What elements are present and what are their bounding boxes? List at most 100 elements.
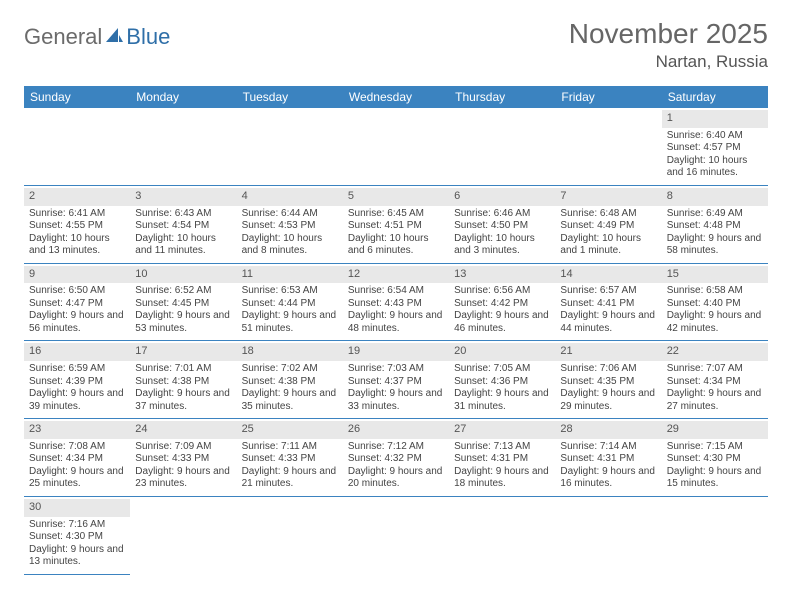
daylight-text: Daylight: 9 hours and 35 minutes. <box>242 388 338 413</box>
sunset-text: Sunset: 4:45 PM <box>135 298 231 311</box>
day-header: Thursday <box>449 86 555 108</box>
day-cell: 12Sunrise: 6:54 AMSunset: 4:43 PMDayligh… <box>343 263 449 341</box>
day-number: 4 <box>237 188 343 206</box>
daylight-text: Daylight: 9 hours and 25 minutes. <box>29 466 125 491</box>
day-number: 13 <box>449 266 555 284</box>
sunset-text: Sunset: 4:48 PM <box>667 220 763 233</box>
day-number: 11 <box>237 266 343 284</box>
day-cell: 3Sunrise: 6:43 AMSunset: 4:54 PMDaylight… <box>130 185 236 263</box>
week-row: 23Sunrise: 7:08 AMSunset: 4:34 PMDayligh… <box>24 419 768 497</box>
daylight-text: Daylight: 9 hours and 20 minutes. <box>348 466 444 491</box>
day-cell: 13Sunrise: 6:56 AMSunset: 4:42 PMDayligh… <box>449 263 555 341</box>
sunrise-text: Sunrise: 6:54 AM <box>348 285 444 298</box>
day-header: Friday <box>555 86 661 108</box>
day-number: 16 <box>24 343 130 361</box>
day-number: 8 <box>662 188 768 206</box>
day-number: 17 <box>130 343 236 361</box>
day-header: Saturday <box>662 86 768 108</box>
empty-cell <box>24 108 130 185</box>
day-cell: 7Sunrise: 6:48 AMSunset: 4:49 PMDaylight… <box>555 185 661 263</box>
sunset-text: Sunset: 4:43 PM <box>348 298 444 311</box>
sunset-text: Sunset: 4:50 PM <box>454 220 550 233</box>
day-number: 2 <box>24 188 130 206</box>
empty-cell <box>237 496 343 574</box>
daylight-text: Daylight: 9 hours and 31 minutes. <box>454 388 550 413</box>
daylight-text: Daylight: 9 hours and 15 minutes. <box>667 466 763 491</box>
location-label: Nartan, Russia <box>569 52 768 72</box>
day-cell: 1Sunrise: 6:40 AMSunset: 4:57 PMDaylight… <box>662 108 768 185</box>
page-title: November 2025 <box>569 18 768 50</box>
sunset-text: Sunset: 4:31 PM <box>560 453 656 466</box>
day-number: 3 <box>130 188 236 206</box>
day-cell: 16Sunrise: 6:59 AMSunset: 4:39 PMDayligh… <box>24 341 130 419</box>
day-header: Monday <box>130 86 236 108</box>
title-block: November 2025 Nartan, Russia <box>569 18 768 72</box>
day-number: 7 <box>555 188 661 206</box>
daylight-text: Daylight: 9 hours and 58 minutes. <box>667 233 763 258</box>
day-number: 19 <box>343 343 449 361</box>
empty-cell <box>555 496 661 574</box>
sunset-text: Sunset: 4:30 PM <box>29 531 125 544</box>
sunset-text: Sunset: 4:33 PM <box>242 453 338 466</box>
daylight-text: Daylight: 9 hours and 53 minutes. <box>135 310 231 335</box>
day-number: 23 <box>24 421 130 439</box>
sunset-text: Sunset: 4:55 PM <box>29 220 125 233</box>
sunrise-text: Sunrise: 6:56 AM <box>454 285 550 298</box>
sunset-text: Sunset: 4:42 PM <box>454 298 550 311</box>
day-cell: 2Sunrise: 6:41 AMSunset: 4:55 PMDaylight… <box>24 185 130 263</box>
sunrise-text: Sunrise: 7:14 AM <box>560 441 656 454</box>
day-number: 24 <box>130 421 236 439</box>
day-cell: 19Sunrise: 7:03 AMSunset: 4:37 PMDayligh… <box>343 341 449 419</box>
sunrise-text: Sunrise: 6:49 AM <box>667 208 763 221</box>
day-number: 5 <box>343 188 449 206</box>
day-cell: 5Sunrise: 6:45 AMSunset: 4:51 PMDaylight… <box>343 185 449 263</box>
empty-cell <box>449 496 555 574</box>
day-cell: 4Sunrise: 6:44 AMSunset: 4:53 PMDaylight… <box>237 185 343 263</box>
day-number: 30 <box>24 499 130 517</box>
day-number: 28 <box>555 421 661 439</box>
daylight-text: Daylight: 10 hours and 1 minute. <box>560 233 656 258</box>
empty-cell <box>555 108 661 185</box>
daylight-text: Daylight: 9 hours and 23 minutes. <box>135 466 231 491</box>
sunset-text: Sunset: 4:54 PM <box>135 220 231 233</box>
sunrise-text: Sunrise: 6:40 AM <box>667 130 763 143</box>
day-cell: 15Sunrise: 6:58 AMSunset: 4:40 PMDayligh… <box>662 263 768 341</box>
day-cell: 6Sunrise: 6:46 AMSunset: 4:50 PMDaylight… <box>449 185 555 263</box>
daylight-text: Daylight: 9 hours and 51 minutes. <box>242 310 338 335</box>
daylight-text: Daylight: 9 hours and 56 minutes. <box>29 310 125 335</box>
day-cell: 21Sunrise: 7:06 AMSunset: 4:35 PMDayligh… <box>555 341 661 419</box>
sunset-text: Sunset: 4:51 PM <box>348 220 444 233</box>
daylight-text: Daylight: 9 hours and 33 minutes. <box>348 388 444 413</box>
day-number: 15 <box>662 266 768 284</box>
sunrise-text: Sunrise: 6:52 AM <box>135 285 231 298</box>
page-header: General Blue November 2025 Nartan, Russi… <box>24 18 768 72</box>
daylight-text: Daylight: 9 hours and 13 minutes. <box>29 544 125 569</box>
daylight-text: Daylight: 10 hours and 3 minutes. <box>454 233 550 258</box>
sunset-text: Sunset: 4:34 PM <box>667 376 763 389</box>
sunset-text: Sunset: 4:35 PM <box>560 376 656 389</box>
daylight-text: Daylight: 10 hours and 8 minutes. <box>242 233 338 258</box>
daylight-text: Daylight: 9 hours and 48 minutes. <box>348 310 444 335</box>
sunrise-text: Sunrise: 7:08 AM <box>29 441 125 454</box>
sunrise-text: Sunrise: 7:12 AM <box>348 441 444 454</box>
week-row: 2Sunrise: 6:41 AMSunset: 4:55 PMDaylight… <box>24 185 768 263</box>
daylight-text: Daylight: 9 hours and 18 minutes. <box>454 466 550 491</box>
day-number: 14 <box>555 266 661 284</box>
day-cell: 23Sunrise: 7:08 AMSunset: 4:34 PMDayligh… <box>24 419 130 497</box>
daylight-text: Daylight: 10 hours and 11 minutes. <box>135 233 231 258</box>
daylight-text: Daylight: 9 hours and 42 minutes. <box>667 310 763 335</box>
sunset-text: Sunset: 4:53 PM <box>242 220 338 233</box>
day-cell: 26Sunrise: 7:12 AMSunset: 4:32 PMDayligh… <box>343 419 449 497</box>
day-cell: 25Sunrise: 7:11 AMSunset: 4:33 PMDayligh… <box>237 419 343 497</box>
day-cell: 30Sunrise: 7:16 AMSunset: 4:30 PMDayligh… <box>24 496 130 574</box>
day-cell: 8 Sunrise: 6:49 AMSunset: 4:48 PMDaylight… <box>662 185 768 263</box>
sunset-text: Sunset: 4:47 PM <box>29 298 125 311</box>
day-number: 12 <box>343 266 449 284</box>
empty-cell <box>662 496 768 574</box>
day-number: 6 <box>449 188 555 206</box>
sunrise-text: Sunrise: 7:01 AM <box>135 363 231 376</box>
sunset-text: Sunset: 4:40 PM <box>667 298 763 311</box>
brand-part1: General <box>24 24 102 50</box>
daylight-text: Daylight: 9 hours and 21 minutes. <box>242 466 338 491</box>
day-number: 1 <box>662 110 768 128</box>
